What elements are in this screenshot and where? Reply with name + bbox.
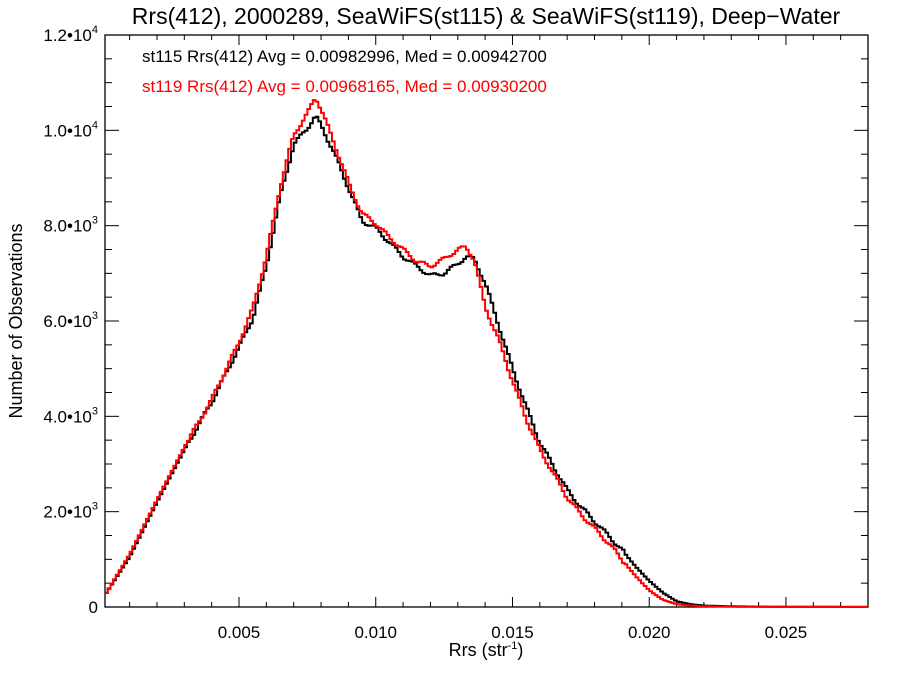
y-tick-label: 6.0•103 xyxy=(43,310,98,331)
y-tick-label: 4.0•103 xyxy=(43,405,98,426)
plot-frame xyxy=(104,34,869,608)
y-axis: 0 2.0•103 4.0•103 6.0•103 8.0•103 1.0•104 1.2•… xyxy=(43,24,868,617)
x-tick-label: 0.020 xyxy=(628,623,671,642)
legend-entry-st115: st115 Rrs(412) Avg = 0.00982996, Med = 0… xyxy=(142,47,547,66)
x-tick-label: 0.010 xyxy=(354,623,397,642)
y-tick-label: 1.2•104 xyxy=(43,24,98,45)
chart-title: Rrs(412), 2000289, SeaWiFS(st115) & SeaW… xyxy=(132,3,841,29)
x-axis: 0.005 0.010 0.015 0.020 0.025 xyxy=(129,35,869,642)
y-tick-label: 8.0•103 xyxy=(43,215,98,236)
y-tick-label: 2.0•103 xyxy=(43,501,98,522)
y-tick-label: 0 xyxy=(89,598,98,617)
y-tick-label: 1.0•104 xyxy=(43,119,98,140)
legend-entry-st119: st119 Rrs(412) Avg = 0.00968165, Med = 0… xyxy=(142,77,547,96)
series-layer xyxy=(105,99,868,608)
series-line-st115 xyxy=(105,115,868,608)
x-tick-label: 0.015 xyxy=(491,623,534,642)
x-axis-label: Rrs (str-1) xyxy=(449,640,524,660)
y-axis-label: Number of Observations xyxy=(6,223,26,418)
x-tick-label: 0.025 xyxy=(765,623,808,642)
x-tick-label: 0.005 xyxy=(218,623,261,642)
series-line-st119 xyxy=(105,99,868,608)
